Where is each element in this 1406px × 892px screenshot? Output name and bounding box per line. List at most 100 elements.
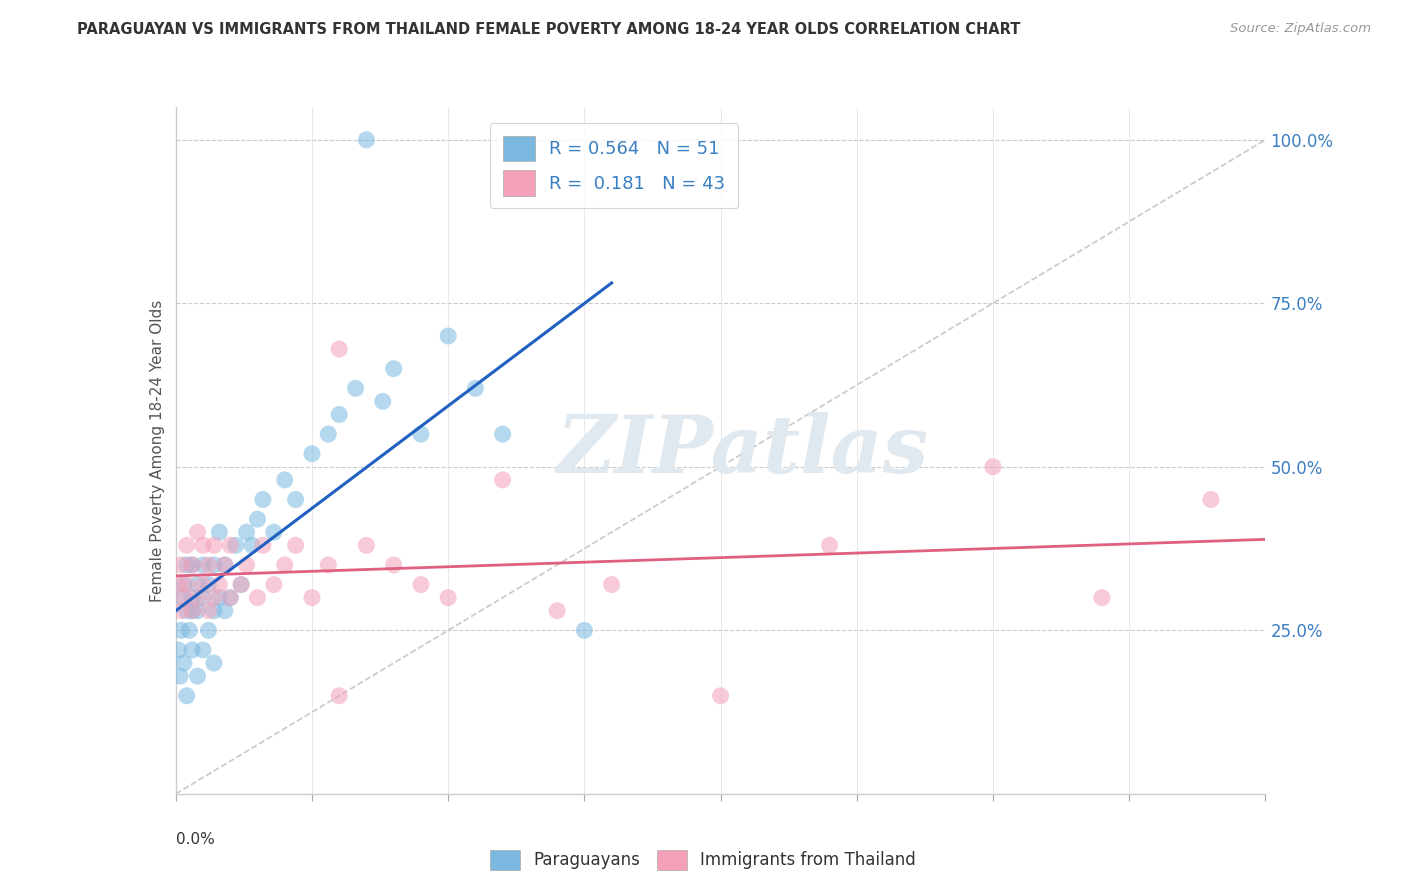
Legend: R = 0.564   N = 51, R =  0.181   N = 43: R = 0.564 N = 51, R = 0.181 N = 43 [489,123,738,209]
Point [202,656,225,670]
Point [181,558,204,572]
Point [231,577,253,591]
Point [981,459,1004,474]
Point [240,538,263,552]
Point [246,512,269,526]
Point [197,604,219,618]
Point [301,447,323,461]
Point [600,577,623,591]
Point [219,591,242,605]
Point [356,538,378,552]
Point [219,591,242,605]
Point [710,689,733,703]
Point [356,133,378,147]
Point [344,381,367,395]
Point [818,538,841,552]
Point [246,591,269,605]
Point [318,558,340,572]
Point [492,473,515,487]
Point [191,577,214,591]
Point [181,558,204,572]
Point [464,381,486,395]
Point [252,538,274,552]
Point [197,558,219,572]
Point [274,558,297,572]
Y-axis label: Female Poverty Among 18-24 Year Olds: Female Poverty Among 18-24 Year Olds [149,300,165,601]
Point [274,473,297,487]
Point [208,591,231,605]
Point [437,591,460,605]
Point [437,329,460,343]
Point [328,408,350,422]
Point [170,558,193,572]
Point [231,577,253,591]
Point [167,577,190,591]
Point [176,577,198,591]
Point [202,604,225,618]
Point [202,591,225,605]
Point [318,427,340,442]
Point [382,361,405,376]
Point [173,577,195,591]
Point [191,558,214,572]
Point [225,538,247,552]
Point [191,591,214,605]
Point [214,604,236,618]
Point [1199,492,1222,507]
Point [176,604,198,618]
Point [263,577,285,591]
Point [186,604,209,618]
Point [546,604,568,618]
Point [186,525,209,540]
Point [492,427,515,442]
Point [191,538,214,552]
Point [574,624,596,638]
Point [214,558,236,572]
Point [176,538,198,552]
Point [284,492,307,507]
Point [263,525,285,540]
Point [170,624,193,638]
Point [181,591,204,605]
Point [167,643,190,657]
Point [208,577,231,591]
Point [179,624,201,638]
Point [214,558,236,572]
Point [328,689,350,703]
Point [1091,591,1114,605]
Text: PARAGUAYAN VS IMMIGRANTS FROM THAILAND FEMALE POVERTY AMONG 18-24 YEAR OLDS CORR: PARAGUAYAN VS IMMIGRANTS FROM THAILAND F… [77,22,1021,37]
Point [176,558,198,572]
Point [409,427,432,442]
Point [176,689,198,703]
Point [197,577,219,591]
Text: ZIPatlas: ZIPatlas [557,412,928,489]
Point [301,591,323,605]
Point [219,538,242,552]
Point [181,643,204,657]
Point [169,669,191,683]
Point [235,525,257,540]
Point [181,604,204,618]
Point [409,577,432,591]
Point [186,669,209,683]
Text: 0.0%: 0.0% [176,831,215,847]
Point [284,538,307,552]
Point [191,643,214,657]
Point [170,591,193,605]
Point [371,394,394,409]
Point [170,604,193,618]
Point [173,656,195,670]
Point [208,525,231,540]
Point [197,624,219,638]
Text: Source: ZipAtlas.com: Source: ZipAtlas.com [1230,22,1371,36]
Point [173,591,195,605]
Point [186,577,209,591]
Legend: Paraguayans, Immigrants from Thailand: Paraguayans, Immigrants from Thailand [484,843,922,877]
Point [202,538,225,552]
Point [328,342,350,356]
Point [181,604,204,618]
Point [202,558,225,572]
Point [252,492,274,507]
Point [235,558,257,572]
Point [382,558,405,572]
